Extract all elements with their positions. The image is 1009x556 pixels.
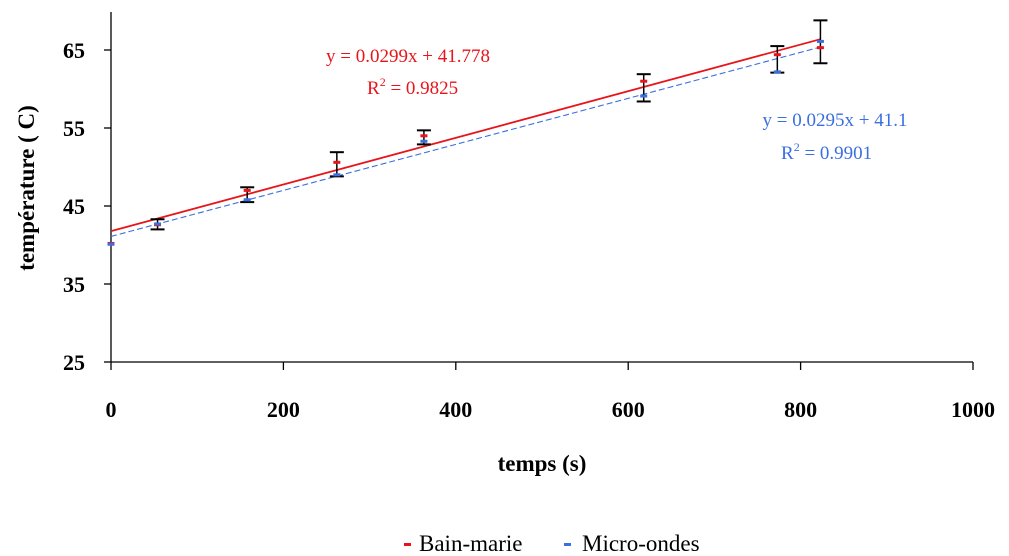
y-axis-title: température ( C) bbox=[14, 105, 39, 271]
point-bain-marie-4 bbox=[420, 134, 428, 138]
x-tick-label-800: 800 bbox=[784, 397, 817, 422]
point-micro-ondes-7 bbox=[816, 39, 824, 43]
point-micro-ondes-0 bbox=[107, 242, 115, 246]
r2-bain-marie-prefix: R bbox=[367, 78, 380, 99]
x-tick-label-600: 600 bbox=[612, 397, 645, 422]
x-tick-label-1000: 1000 bbox=[951, 397, 995, 422]
point-bain-marie-5 bbox=[640, 79, 648, 83]
r2-micro-ondes: R2 = 0.9901 bbox=[781, 140, 872, 164]
point-micro-ondes-5 bbox=[640, 94, 648, 98]
y-tick-label-45: 45 bbox=[63, 194, 85, 219]
data-points bbox=[107, 39, 824, 246]
r2-micro-ondes-exp: 2 bbox=[794, 140, 800, 154]
x-tick-label-0: 0 bbox=[106, 397, 117, 422]
trendline-bain-marie bbox=[110, 38, 821, 233]
point-bain-marie-2 bbox=[243, 188, 251, 192]
y-tick-label-25: 25 bbox=[63, 350, 85, 375]
r2-micro-ondes-value: = 0.9901 bbox=[800, 143, 872, 164]
equation-bain-marie: y = 0.0299x + 41.778 R2 = 0.9825 bbox=[326, 46, 490, 99]
point-micro-ondes-4 bbox=[420, 139, 428, 143]
trendlines bbox=[110, 38, 821, 237]
y-tick-label-65: 65 bbox=[63, 38, 85, 63]
point-micro-ondes-3 bbox=[333, 173, 341, 177]
legend-label-micro-ondes: Micro-ondes bbox=[582, 531, 700, 556]
equation-bain-marie-text: y = 0.0299x + 41.778 bbox=[326, 46, 490, 67]
x-tick-label-400: 400 bbox=[439, 397, 472, 422]
equation-micro-ondes-text: y = 0.0295x + 41.1 bbox=[763, 110, 908, 131]
y-tick-label-35: 35 bbox=[63, 272, 85, 297]
x-tick-label-200: 200 bbox=[267, 397, 300, 422]
legend-label-bain-marie: Bain-marie bbox=[419, 531, 522, 556]
point-bain-marie-3 bbox=[333, 160, 341, 164]
r2-bain-marie-value: = 0.9825 bbox=[386, 78, 458, 99]
r2-bain-marie: R2 = 0.9825 bbox=[367, 75, 458, 99]
legend-marker-micro-ondes bbox=[564, 543, 571, 546]
point-micro-ondes-2 bbox=[243, 198, 251, 202]
r2-micro-ondes-prefix: R bbox=[781, 143, 794, 164]
equation-micro-ondes: y = 0.0295x + 41.1 R2 = 0.9901 bbox=[763, 110, 908, 164]
error-bar-2 bbox=[329, 151, 344, 178]
point-bain-marie-7 bbox=[816, 46, 824, 50]
trendline-micro-ondes bbox=[110, 46, 821, 237]
axis-ticks: 0 200 400 600 800 1000 25 35 45 55 65 bbox=[63, 38, 995, 422]
point-micro-ondes-6 bbox=[773, 70, 781, 74]
x-axis-title: temps (s) bbox=[498, 451, 587, 476]
y-tick-label-55: 55 bbox=[63, 116, 85, 141]
r2-bain-marie-exp: 2 bbox=[380, 75, 386, 89]
point-bain-marie-6 bbox=[773, 53, 781, 57]
legend-marker-bain-marie bbox=[404, 543, 411, 546]
legend: Bain-marie Micro-ondes bbox=[404, 531, 700, 556]
point-micro-ondes-1 bbox=[154, 222, 162, 226]
